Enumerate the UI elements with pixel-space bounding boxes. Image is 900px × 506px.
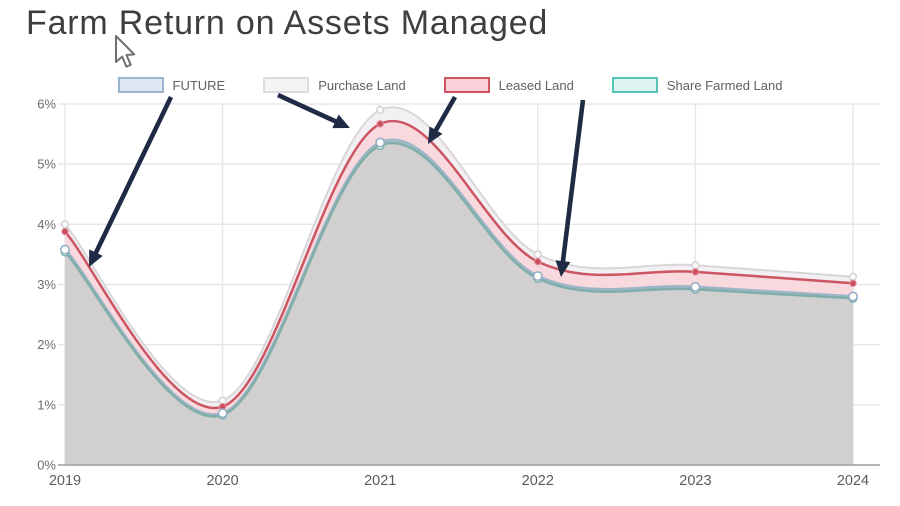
marker-purchase-land[interactable] <box>848 272 858 281</box>
x-axis-label: 2023 <box>679 473 711 489</box>
y-axis-label: 0% <box>37 458 56 473</box>
marker-future[interactable] <box>375 137 386 148</box>
marker-purchase-land[interactable] <box>691 261 700 270</box>
legend-item-future[interactable]: FUTURE <box>117 77 226 93</box>
legend-label: Purchase Land <box>318 77 406 93</box>
chart-legend: FUTURE Purchase Land Leased Land Share Farm… <box>0 77 900 93</box>
legend-item-share-farmed-land[interactable]: Share Farmed Land <box>611 77 783 93</box>
legend-label: Leased Land <box>498 77 574 93</box>
marker-leased-land[interactable] <box>849 279 857 287</box>
mouse-cursor-icon <box>115 35 136 68</box>
y-axis-label: 5% <box>37 157 56 172</box>
legend-swatch-future <box>117 77 164 93</box>
marker-leased-land[interactable] <box>534 257 542 266</box>
arrow-to-future-line-head <box>89 249 103 267</box>
marker-leased-land[interactable] <box>691 268 700 276</box>
marker-leased-land[interactable] <box>61 227 69 236</box>
area-share-farmed-land <box>65 142 853 465</box>
y-axis-label: 2% <box>37 337 56 352</box>
y-axis-label: 3% <box>37 277 56 292</box>
marker-future[interactable] <box>532 271 543 282</box>
legend-label: Share Farmed Land <box>666 77 783 93</box>
arrow-to-share-line <box>560 99 586 266</box>
y-axis-label: 4% <box>37 217 56 232</box>
arrow-to-purchase-peak-head <box>332 114 350 129</box>
legend-item-purchase-land[interactable]: Purchase Land <box>263 77 406 93</box>
arrow-to-share-line-head <box>555 260 571 277</box>
y-axis-label: 1% <box>37 397 56 412</box>
legend-swatch-share-farmed-land <box>611 77 658 93</box>
marker-leased-land[interactable] <box>376 120 384 128</box>
legend-swatch-leased-land <box>443 77 490 93</box>
legend-item-leased-land[interactable]: Leased Land <box>443 77 574 93</box>
x-axis-label: 2021 <box>364 473 396 489</box>
arrow-to-purchase-peak <box>277 92 341 126</box>
y-axis-label: 6% <box>37 97 56 112</box>
marker-future[interactable] <box>217 408 228 419</box>
legend-label: FUTURE <box>172 77 226 93</box>
marker-future[interactable] <box>847 291 858 302</box>
arrow-to-future-line <box>92 96 174 258</box>
legend-swatch-purchase-land <box>263 77 310 93</box>
arrow-to-leased-line-head <box>428 126 443 144</box>
x-axis-label: 2024 <box>837 473 869 489</box>
marker-future[interactable] <box>690 281 701 292</box>
marker-future[interactable] <box>59 244 70 255</box>
marker-purchase-land[interactable] <box>376 105 385 115</box>
x-axis-label: 2019 <box>49 473 81 489</box>
marker-purchase-land[interactable] <box>60 220 70 229</box>
marker-purchase-land[interactable] <box>533 250 542 259</box>
arrow-to-leased-line <box>431 95 457 135</box>
x-axis-label: 2020 <box>206 473 238 489</box>
chart-title: Farm Return on Assets Managed <box>26 4 549 42</box>
x-axis-label: 2022 <box>522 473 554 489</box>
